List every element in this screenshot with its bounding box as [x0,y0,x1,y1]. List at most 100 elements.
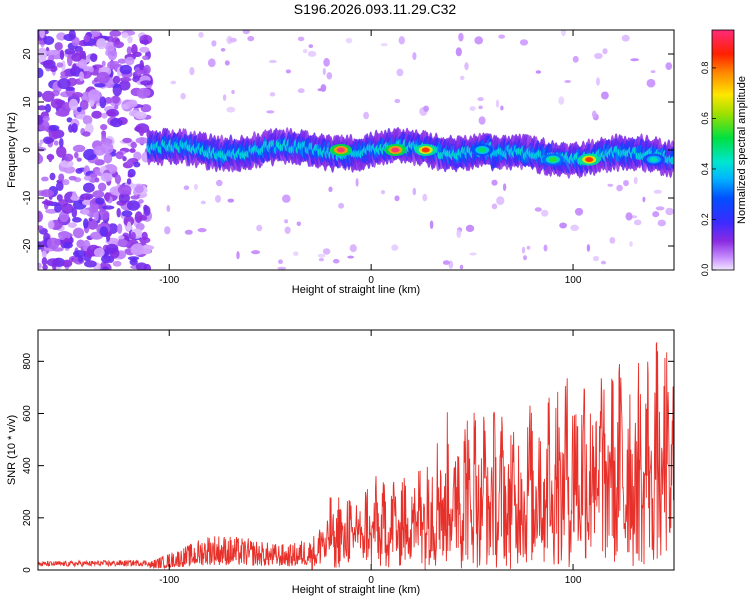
spectrogram-cell [296,221,301,227]
spectrogram-cell [90,231,104,240]
snr-frame [37,329,675,571]
spectrogram-cell [48,153,53,163]
spectrogram-cell [38,146,47,152]
spectrogram-cell [107,61,116,70]
spectrogram-cell [558,96,565,105]
y-tick-label: 0 [22,567,33,573]
spectrogram-cell [61,259,73,268]
spectrogram-cell [87,218,99,230]
spectrogram-cell [211,40,217,47]
spectrogram-cell [38,225,44,231]
spectrogram-cell [111,95,120,104]
x-tick-label: -100 [159,275,179,286]
spectrogram-cell [442,260,450,265]
spectrogram-cell [226,106,236,113]
spectrogram-cell [251,250,261,255]
spectrogram-cell [338,202,345,209]
spectrogram-cell [66,117,73,123]
spectrogram-cell [496,196,505,206]
spectrogram-cell [116,207,121,218]
spectrogram-cell [469,252,477,256]
spectrogram-cell [126,221,132,232]
spectrogram-cell [170,80,177,85]
spectrogram-cell [535,70,542,74]
spectrogram-cell [391,147,400,153]
spectrogram-cell [57,78,71,90]
spectrogram-cell [491,179,498,186]
spectrogram-cell [54,203,62,213]
spectrogram-cell [62,179,70,186]
spectrogram-cell [83,35,91,43]
spectrogram-cell [548,157,557,163]
spectrogram-cell [137,87,151,98]
spectrogram-cell [82,115,93,125]
spectrogram-cell [380,190,386,195]
spectrogram-cell [134,111,147,120]
spectrogram-cell [94,177,100,183]
spectrogram-cell [43,115,50,122]
spectrogram-cell [543,244,548,252]
spectrogram-cell [126,200,140,211]
x-tick-label: -100 [159,575,179,586]
spectrogram-cell [633,219,642,226]
x-tick-label: 100 [565,275,582,286]
spectrogram-cell [459,75,465,81]
spectrogram-cell [121,32,129,39]
spectrogram-cell [474,36,484,45]
spectrogram-cell [127,36,133,44]
spectrogram-cell [465,224,475,232]
spectrogram-cell [39,30,45,39]
spectrogram-cell [68,30,76,40]
spectrogram-cell [594,52,603,60]
spectrogram-cell [82,131,91,137]
spectrogram-cell [133,161,141,168]
spectrogram-cell [72,227,85,239]
spectrogram-cell [278,259,283,265]
spectrogram-cell [83,218,89,229]
spectrogram-cell [88,217,93,222]
spectrogram-cell [63,241,73,249]
spectrogram-cell [126,178,132,185]
spectrogram-cell [478,105,483,110]
spectrogram-cell [328,186,333,193]
spectrogram-cell [564,80,572,83]
spectrogram-cell [45,103,51,113]
spectrogram-cell [117,184,132,195]
spectrogram-cell [129,148,136,153]
spectrogram-cell [88,66,94,73]
spectrogram-cell [629,241,633,247]
spectrogram-cell [559,222,567,229]
spectrogram-cell [47,220,55,230]
spectrogram-cell [101,60,106,67]
spectrogram-cell [38,142,43,148]
spectrogram-cell [126,46,132,55]
spectrogram-cell [105,111,116,116]
spectrogram-cell [121,210,133,217]
colorbar-scale [711,29,735,271]
spectrogram-cell [135,262,148,270]
spectrogram-cell [602,48,608,55]
spectrogram-cell [76,157,82,162]
spectrogram-cell [50,98,64,109]
spectrogram-cell [180,92,186,100]
spectrogram-cell [657,219,666,227]
spectrogram-cell [118,80,131,91]
spectrogram-cell [138,199,144,204]
spectrogram-cell [596,77,600,86]
spectrogram-cell [107,223,119,234]
spectrogram-cell [114,104,119,110]
spectrogram-cell [649,157,658,163]
spectrogram-cell [130,243,145,256]
spectrogram-cell [99,226,109,237]
spectrogram-cell [126,159,133,166]
spectrogram-cell [302,49,308,54]
spectrogram-cell [83,148,97,161]
spectrogram-cell [110,118,123,128]
spectrogram-cell [43,36,55,45]
y-tick-label: 800 [22,353,33,370]
spectrogram-cell [101,254,111,264]
spectrogram-cell [284,226,291,234]
spectrogram-cell [60,159,74,168]
spectrogram-cell [139,39,150,45]
